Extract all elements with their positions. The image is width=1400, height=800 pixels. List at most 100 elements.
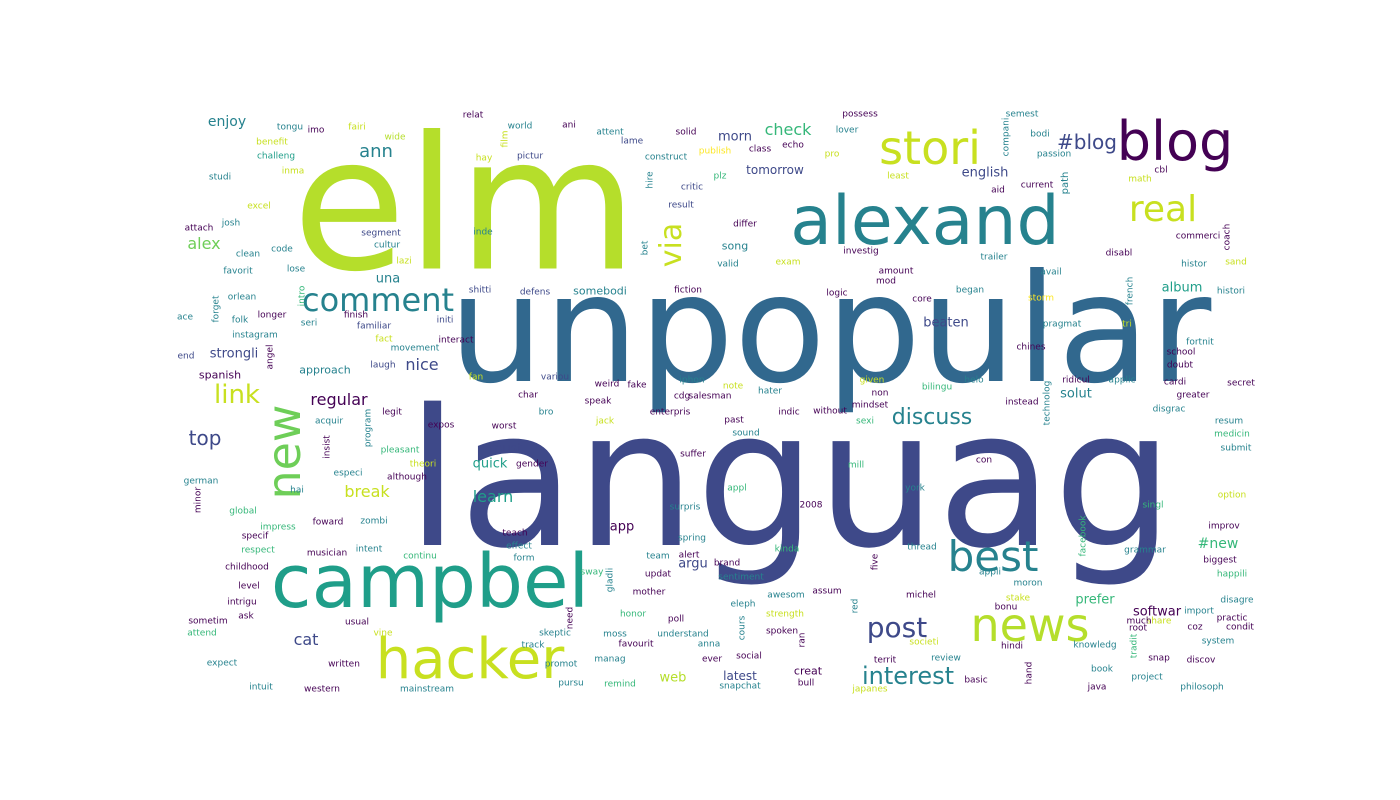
word-echo: echo xyxy=(782,140,804,151)
word-zombi: zombi xyxy=(360,516,388,527)
word-web: web xyxy=(659,670,687,686)
word-via: via xyxy=(654,222,689,268)
word-indic: indic xyxy=(778,407,800,418)
word-fiction: fiction xyxy=(674,285,702,296)
word-iphon: iphon xyxy=(679,375,705,386)
word-solid: solid xyxy=(675,127,697,138)
word-although: although xyxy=(387,472,427,483)
word-intuit: intuit xyxy=(249,682,273,693)
word-histori: histori xyxy=(1216,286,1246,297)
word-forget: forget xyxy=(211,295,222,323)
word-resum: resum xyxy=(1214,416,1244,427)
word-news: news xyxy=(970,598,1090,652)
word-variou: variou xyxy=(540,372,570,383)
word-instagram: instagram xyxy=(232,330,278,341)
word-snap: snap xyxy=(1148,653,1170,664)
word-tri: tri xyxy=(1122,319,1132,330)
word-bodi: bodi xyxy=(1030,129,1050,140)
word-logic: logic xyxy=(826,288,848,299)
word-began: began xyxy=(955,285,985,296)
word-jack: jack xyxy=(595,416,615,427)
word-five: five xyxy=(870,553,881,571)
word-global: global xyxy=(229,506,257,517)
word-tongu: tongu xyxy=(276,122,304,133)
word-strength: strength xyxy=(766,609,804,620)
word-familiar: familiar xyxy=(356,321,392,332)
word-plz: plz xyxy=(713,171,727,182)
word-bull: bull xyxy=(797,678,815,689)
word-regular: regular xyxy=(310,390,368,409)
word-bet: bet xyxy=(640,240,651,256)
word-fortnit: fortnit xyxy=(1186,337,1214,348)
word-possess: possess xyxy=(842,109,878,120)
word-program: program xyxy=(363,408,374,448)
word-foward: foward xyxy=(312,517,344,528)
word-impress: impress xyxy=(260,522,296,533)
word-skeptic: skeptic xyxy=(539,628,571,639)
word-eleph: eleph xyxy=(730,599,756,610)
word-awesom: awesom xyxy=(767,590,805,601)
word-root: root xyxy=(1128,623,1148,634)
word-approach: approach xyxy=(299,363,351,377)
word-char: char xyxy=(518,390,538,401)
word-inma: inma xyxy=(281,166,305,177)
word-benefit: benefit xyxy=(256,137,288,148)
word-tradit: tradit xyxy=(1129,633,1140,659)
word-given: given xyxy=(859,375,885,386)
word-avail: avail xyxy=(1040,267,1062,278)
word-appl: appl xyxy=(727,483,747,494)
word-code: code xyxy=(271,244,293,255)
word-core: core xyxy=(912,294,932,305)
word-form: form xyxy=(513,553,535,564)
word-knowledg: knowledg xyxy=(1073,640,1117,651)
word-mindset: mindset xyxy=(851,400,889,411)
word-technolog: technolog xyxy=(1042,380,1053,426)
word-mother: mother xyxy=(632,587,666,598)
word-fact: fact xyxy=(375,334,393,345)
word-comment: comment xyxy=(301,281,455,319)
word-lover: lover xyxy=(835,125,859,136)
word-alert: alert xyxy=(678,550,700,561)
word-system: system xyxy=(1201,636,1235,647)
word-remind: remind xyxy=(604,679,636,690)
word-histor: histor xyxy=(1181,259,1207,270)
word-assum: assum xyxy=(812,586,842,597)
word-york: york xyxy=(905,483,925,494)
word-class: class xyxy=(748,144,772,155)
word-anna: anna xyxy=(697,639,721,650)
word-bilingu: bilingu xyxy=(921,382,953,393)
word-philosoph: philosoph xyxy=(1180,682,1224,693)
word-una: una xyxy=(375,271,401,287)
word-understand: understand xyxy=(657,629,709,640)
word-insist: insist xyxy=(322,435,333,459)
word-lose: lose xyxy=(286,264,306,275)
word-tomorrow: tomorrow xyxy=(746,163,804,177)
word-mod: mod xyxy=(876,276,896,287)
word-expos: expos xyxy=(427,420,455,431)
word-japanes: japanes xyxy=(852,684,888,695)
word-cat: cat xyxy=(293,630,319,649)
word-excel: excel xyxy=(247,201,271,212)
word-written: written xyxy=(328,659,360,670)
word-best: best xyxy=(947,532,1039,581)
word-compani: compani xyxy=(1001,117,1012,157)
word-ran: ran xyxy=(797,632,808,648)
word-ace: ace xyxy=(176,312,194,323)
word-grammar: grammar xyxy=(1124,545,1166,556)
word-end: end xyxy=(177,351,195,362)
word-ridicul: ridicul xyxy=(1062,375,1090,386)
word-pictur: pictur xyxy=(516,151,544,162)
word-fan: fan xyxy=(468,372,484,383)
word-applic: applic xyxy=(1108,375,1136,386)
word-segment: segment xyxy=(361,228,401,239)
word-appli: appli xyxy=(979,567,1001,578)
word-suffer: suffer xyxy=(680,449,706,460)
word-link: link xyxy=(214,380,260,410)
word-doubt: doubt xyxy=(1166,360,1194,371)
word-song: song xyxy=(721,239,749,253)
word-cultur: cultur xyxy=(373,240,401,251)
word-worst: worst xyxy=(491,421,517,432)
word-non: non xyxy=(871,388,889,399)
word-coz: coz xyxy=(1187,622,1203,633)
